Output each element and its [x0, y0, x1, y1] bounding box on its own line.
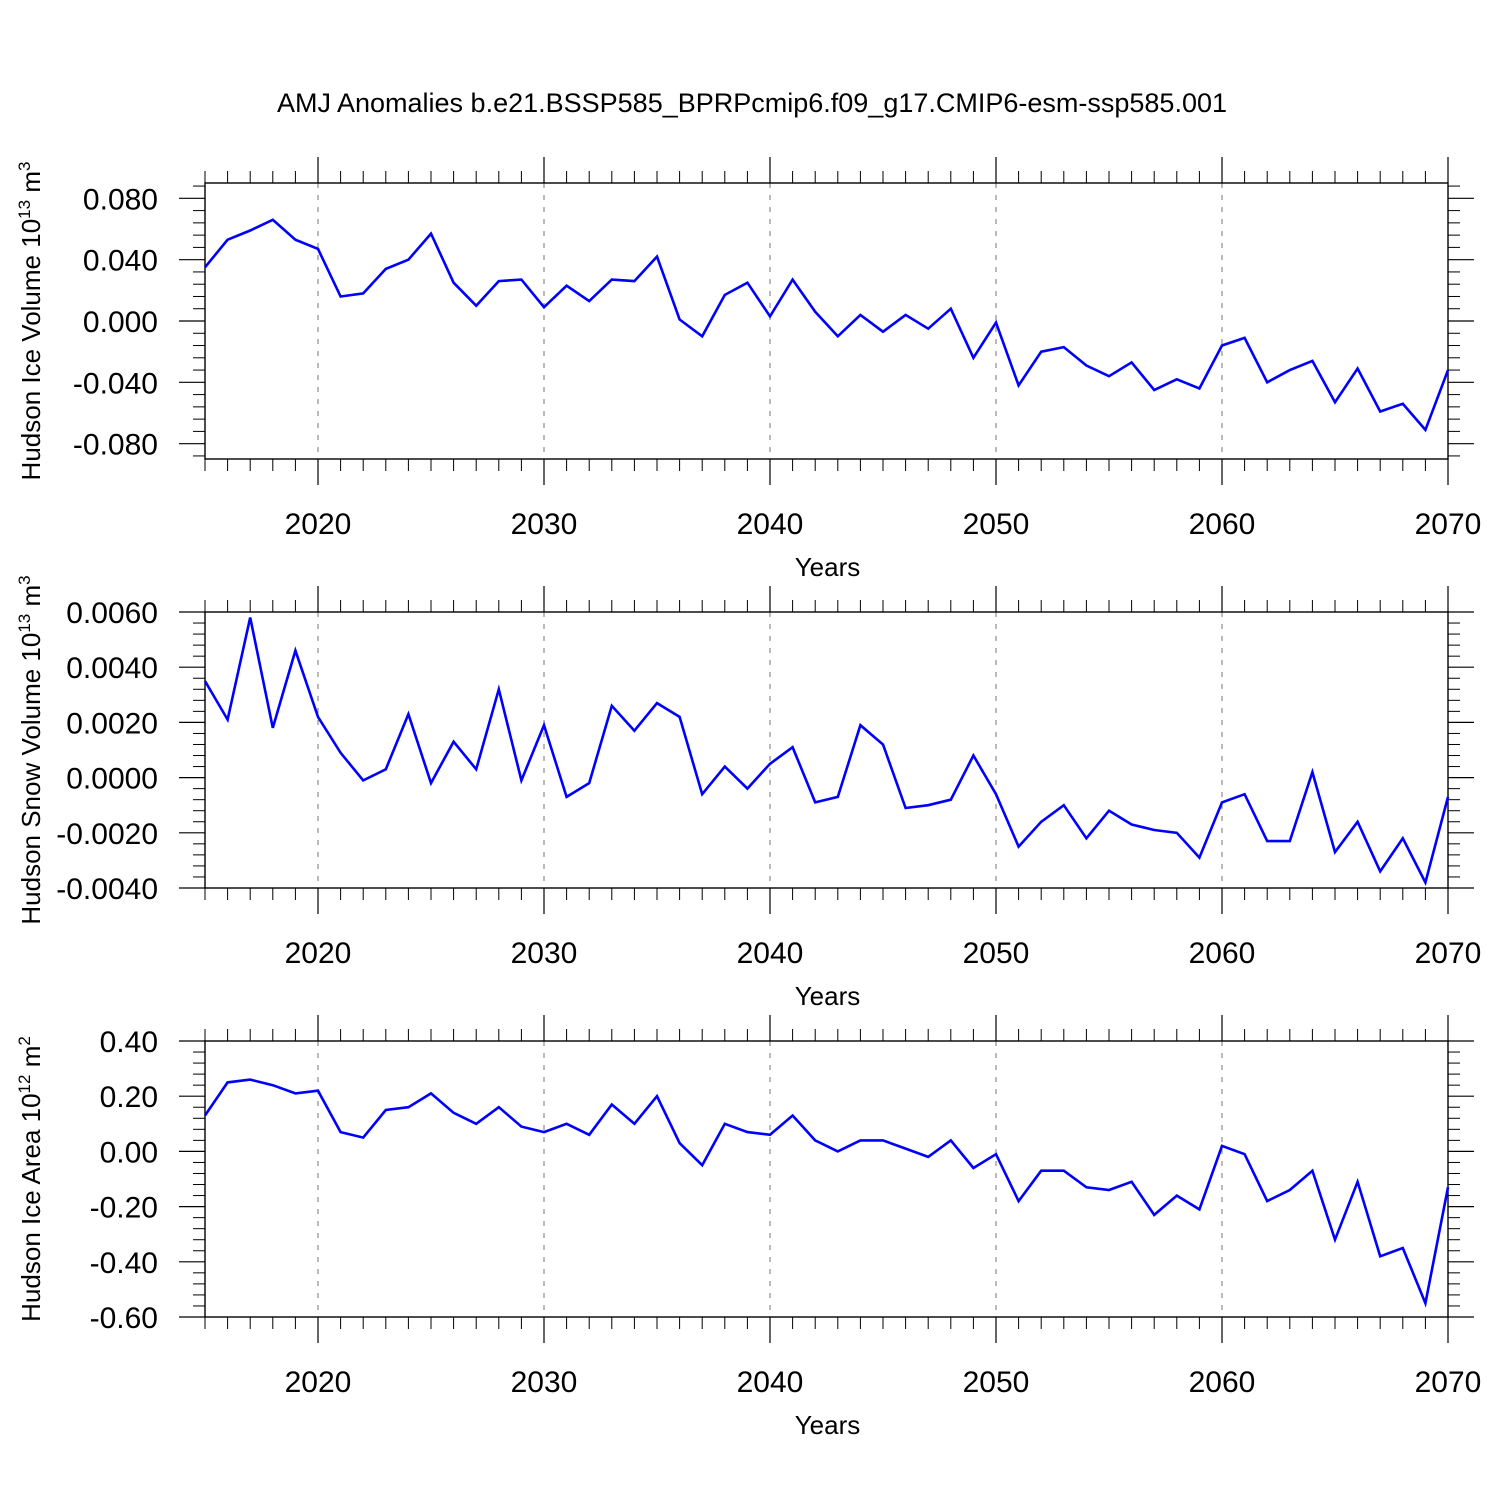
- x-tick-label: 2030: [511, 937, 578, 970]
- y-tick-label: 0.40: [100, 1026, 158, 1059]
- x-tick-label: 2020: [285, 508, 352, 541]
- x-axis-label: Years: [795, 1410, 861, 1440]
- x-axis-label: Years: [795, 981, 861, 1011]
- y-axis-label-unit: m: [16, 585, 46, 614]
- x-tick-label: 2060: [1189, 1366, 1256, 1399]
- x-axis-label: Years: [795, 552, 861, 582]
- y-axis-label-base: Hudson Snow Volume 10: [16, 633, 46, 925]
- y-tick-label: -0.0040: [56, 873, 158, 906]
- plot-frame: [204, 1040, 1449, 1318]
- x-tick-label: 2050: [963, 508, 1030, 541]
- y-axis-label: Hudson Snow Volume 1013 m3: [15, 575, 46, 924]
- x-tick-label: 2040: [737, 508, 804, 541]
- y-axis-label-unit: m: [16, 1046, 46, 1075]
- x-tick-label: 2060: [1189, 937, 1256, 970]
- y-tick-label: 0.0060: [66, 597, 158, 630]
- y-axis-label-base: Hudson Ice Area 10: [16, 1093, 46, 1321]
- y-tick-label: -0.40: [90, 1247, 158, 1280]
- chart-panel-3: 2020 2030 2040 2050 2060 2070 -0.60 -0.40 -0.20 0…: [15, 1015, 1481, 1440]
- x-tick-label: 2060: [1189, 508, 1256, 541]
- y-tick-label: -0.0020: [56, 818, 158, 851]
- y-tick-label: 0.20: [100, 1081, 158, 1114]
- panels: 2020 2030 2040 2050 2060 2070 -0.080 -0.040 0.00…: [15, 157, 1481, 1440]
- x-tick-label: 2030: [511, 1366, 578, 1399]
- y-tick-label: 0.080: [83, 183, 158, 216]
- x-tick-label: 2040: [737, 1366, 804, 1399]
- x-tick-label: 2050: [963, 1366, 1030, 1399]
- chart-panel-2: 2020 2030 2040 2050 2060 2070 -0.0040 -0.0020 0.…: [15, 575, 1481, 1011]
- y-tick-label: 0.040: [83, 245, 158, 278]
- plot-frame: [204, 182, 1449, 460]
- y-tick-label: -0.080: [73, 429, 158, 462]
- plot-frame: [204, 611, 1449, 889]
- y-tick-label: -0.60: [90, 1302, 158, 1335]
- x-tick-label: 2070: [1415, 1366, 1482, 1399]
- y-axis-label-base: Hudson Ice Volume 10: [16, 219, 46, 481]
- y-axis-label-unit-exponent: 2: [15, 1036, 34, 1045]
- x-tick-label: 2020: [285, 1366, 352, 1399]
- y-axis-label-unit: m: [16, 171, 46, 200]
- y-tick-label: -0.20: [90, 1192, 158, 1225]
- y-axis-label-unit-exponent: 3: [15, 162, 34, 171]
- y-axis-label-exponent: 13: [15, 614, 34, 633]
- x-tick-label: 2070: [1415, 937, 1482, 970]
- y-tick-label: 0.0020: [66, 707, 158, 740]
- chart-panel-1: 2020 2030 2040 2050 2060 2070 -0.080 -0.040 0.00…: [15, 157, 1481, 582]
- series-line: [203, 617, 1450, 887]
- x-tick-label: 2040: [737, 937, 804, 970]
- y-axis-label-exponent: 12: [15, 1075, 34, 1094]
- x-tick-label: 2050: [963, 937, 1030, 970]
- x-tick-label: 2020: [285, 937, 352, 970]
- series-line: [203, 1078, 1450, 1308]
- chart-title: AMJ Anomalies b.e21.BSSP585_BPRPcmip6.f0…: [277, 88, 1227, 118]
- x-tick-label: 2030: [511, 508, 578, 541]
- y-axis-label-unit-exponent: 3: [15, 575, 34, 584]
- y-axis-label: Hudson Ice Volume 1013 m3: [15, 162, 46, 481]
- y-tick-label: 0.0000: [66, 763, 158, 796]
- x-tick-label: 2070: [1415, 508, 1482, 541]
- y-tick-label: 0.000: [83, 306, 158, 339]
- y-tick-label: 0.00: [100, 1136, 158, 1169]
- y-tick-label: 0.0040: [66, 652, 158, 685]
- series-line: [203, 218, 1450, 433]
- y-tick-label: -0.040: [73, 367, 158, 400]
- y-axis-label-exponent: 13: [15, 200, 34, 219]
- y-axis-label: Hudson Ice Area 1012 m2: [15, 1036, 46, 1322]
